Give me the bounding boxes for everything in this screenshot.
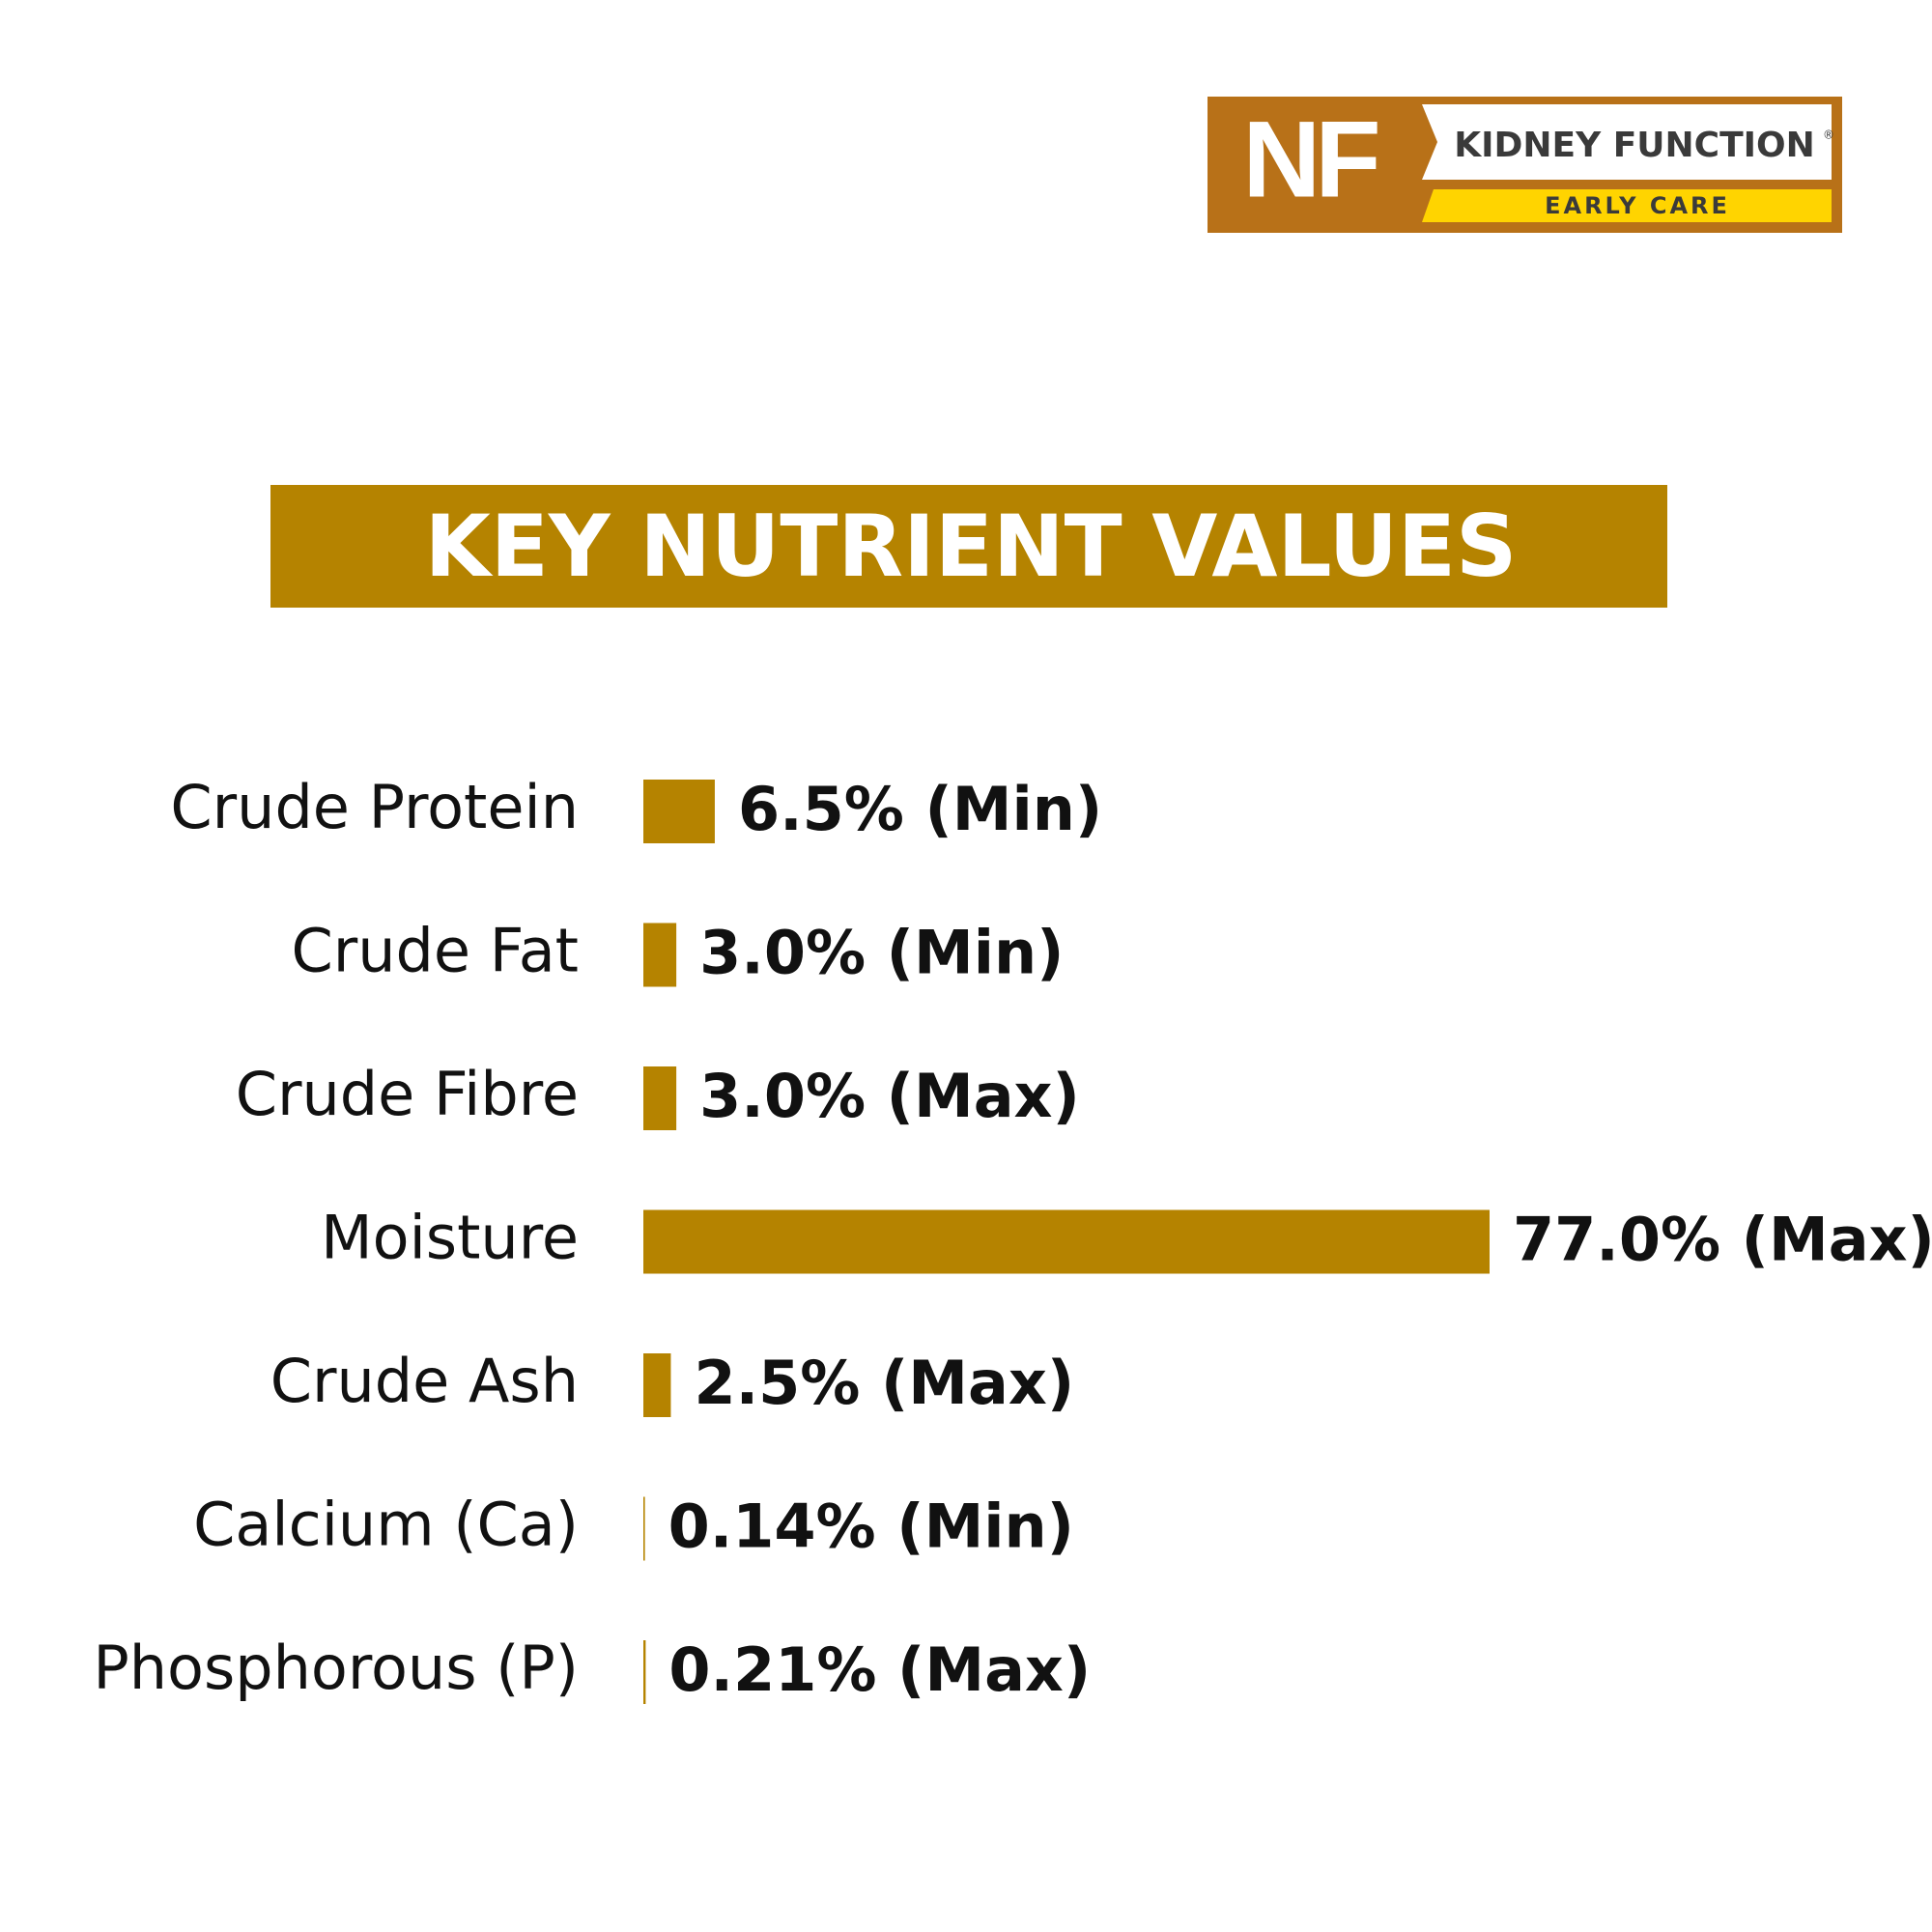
value-label: 6.5% (Min) <box>738 774 1102 844</box>
value-label: 0.14% (Min) <box>668 1492 1074 1562</box>
title-banner <box>270 485 1667 608</box>
logo-tagline-box <box>1422 189 1832 222</box>
logo-mark: NF <box>1242 99 1378 220</box>
category-label: Crude Fat <box>291 916 579 986</box>
category-label: Crude Ash <box>270 1346 579 1416</box>
logo-name-box <box>1422 104 1832 180</box>
category-label: Moisture <box>321 1203 579 1273</box>
value-label: 3.0% (Min) <box>699 918 1064 988</box>
bar <box>643 923 677 987</box>
value-label: 0.21% (Max) <box>668 1634 1091 1705</box>
value-label: 2.5% (Max) <box>694 1348 1074 1418</box>
category-label: Phosphorous (P) <box>93 1633 579 1703</box>
bar <box>643 1496 645 1561</box>
value-label: 3.0% (Max) <box>699 1061 1080 1131</box>
category-label: Calcium (Ca) <box>193 1490 579 1560</box>
value-label: 77.0% (Max) <box>1513 1205 1932 1275</box>
logo-registered: ® <box>1823 128 1834 142</box>
bar <box>643 1209 1490 1274</box>
logo: NF KIDNEY FUNCTION ® EARLY CARE <box>1208 97 1842 233</box>
category-label: Crude Protein <box>170 772 579 842</box>
bar <box>643 1066 677 1130</box>
bar <box>643 780 715 843</box>
logo-tagline: EARLY CARE <box>1545 192 1730 219</box>
category-label: Crude Fibre <box>236 1059 579 1129</box>
logo-name: KIDNEY FUNCTION <box>1454 126 1815 165</box>
bar <box>643 1353 671 1417</box>
bar <box>643 1640 646 1704</box>
chart-title: KEY NUTRIENT VALUES <box>425 497 1518 596</box>
